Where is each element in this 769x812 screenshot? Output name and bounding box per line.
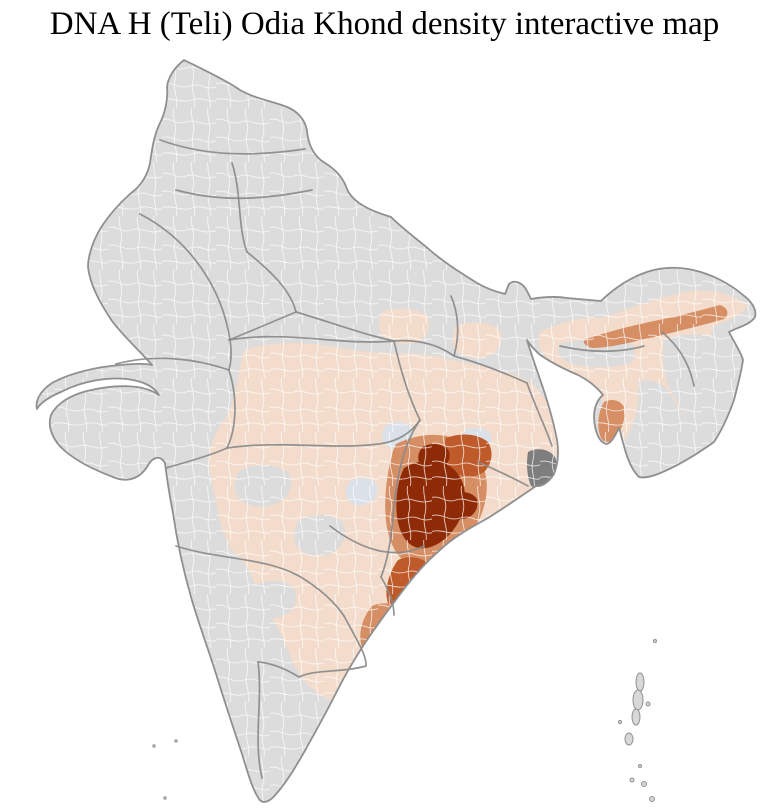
andaman-island[interactable] bbox=[631, 708, 641, 726]
lakshadweep-islet[interactable] bbox=[163, 796, 167, 800]
state-borders bbox=[115, 139, 695, 779]
page-title: DNA H (Teli) Odia Khond density interact… bbox=[49, 6, 720, 42]
island-groups[interactable] bbox=[152, 639, 657, 802]
andaman-islet[interactable] bbox=[653, 639, 657, 643]
andaman-islet[interactable] bbox=[618, 720, 622, 724]
district-mesh-overlay bbox=[36, 60, 756, 802]
lakshadweep-islet[interactable] bbox=[174, 739, 178, 743]
andaman-island[interactable] bbox=[624, 732, 634, 746]
andaman-islet[interactable] bbox=[645, 701, 651, 707]
nicobar-islet[interactable] bbox=[649, 796, 655, 802]
nicobar-islet[interactable] bbox=[638, 764, 642, 768]
lakshadweep-islet[interactable] bbox=[152, 744, 156, 748]
andaman-island[interactable] bbox=[635, 672, 645, 692]
andaman-island[interactable] bbox=[632, 689, 644, 711]
nicobar-islet[interactable] bbox=[629, 777, 635, 783]
nicobar-islet[interactable] bbox=[641, 781, 647, 787]
